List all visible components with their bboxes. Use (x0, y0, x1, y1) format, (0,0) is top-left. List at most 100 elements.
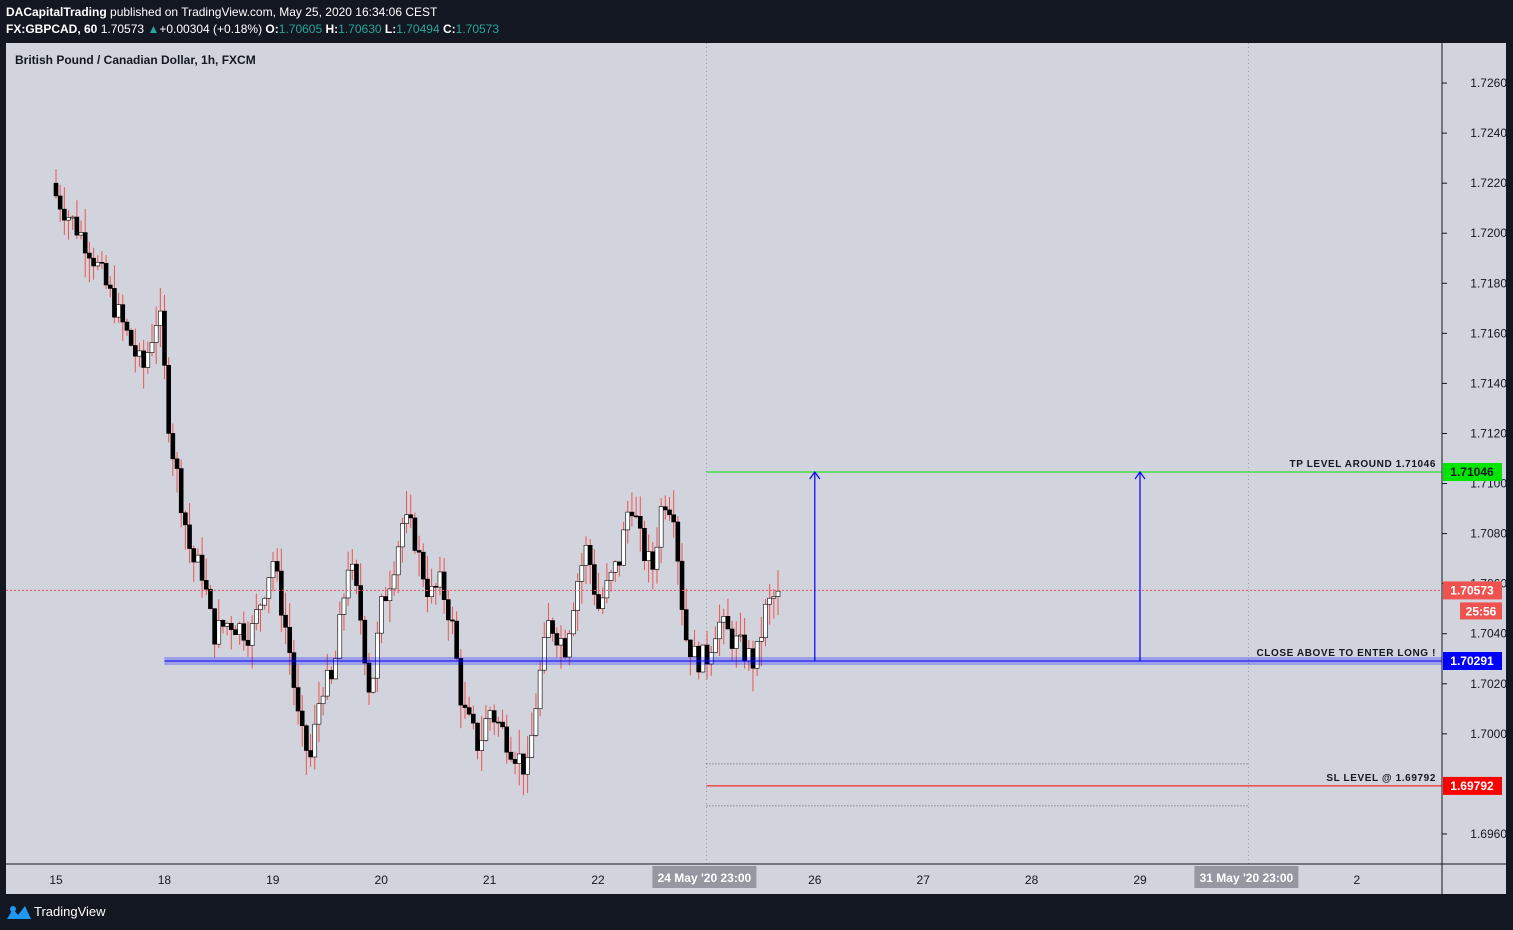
candle-body (370, 677, 376, 693)
grid-layer (705, 43, 1249, 864)
level-label: TP LEVEL AROUND 1.71046 (1290, 459, 1436, 470)
candle-body (433, 586, 439, 588)
candle-body (592, 564, 597, 595)
candle-body (350, 563, 355, 571)
candle-body (82, 232, 88, 254)
candle-body (567, 633, 572, 658)
time-marker-badge (1194, 866, 1299, 888)
candle-body (241, 623, 247, 641)
price-tick-label: 1.71200 (1470, 426, 1513, 440)
publisher-name[interactable]: DACapitalTrading (6, 5, 107, 19)
candle-body (299, 710, 305, 727)
candle-body (112, 288, 117, 318)
candle-body (471, 713, 476, 724)
candle-body (341, 597, 347, 615)
last-price-badge-label: 1.70573 (1450, 583, 1494, 597)
price-tick-label: 1.71400 (1470, 376, 1513, 390)
candle-body (717, 621, 722, 640)
candle-body (258, 604, 263, 611)
candle-body (617, 561, 622, 566)
price-tick-label: 1.70200 (1470, 677, 1513, 691)
chart-background (6, 43, 1506, 894)
candle-body (738, 634, 743, 637)
candle-body (688, 639, 693, 658)
candle-body (537, 669, 543, 710)
candle-body (362, 619, 368, 664)
candle-body (579, 565, 585, 582)
close-value: 1.70573 (455, 22, 500, 36)
candle-body (120, 304, 126, 323)
candle-body (274, 561, 280, 572)
tradingview-logo-icon[interactable] (6, 903, 32, 921)
candle-body (654, 546, 660, 570)
candle-body (642, 527, 647, 562)
candle-body (583, 545, 589, 566)
candle-body (262, 597, 267, 606)
candle-body (491, 710, 497, 723)
candle-body (725, 616, 731, 630)
symbol-interval[interactable]: FX:GBPCAD, 60 (6, 22, 98, 36)
candle-body (692, 645, 697, 658)
candle-body (683, 609, 689, 641)
tp-price-badge-label: 1.71046 (1450, 465, 1494, 479)
candle-body (441, 571, 447, 600)
candle-body (383, 596, 388, 602)
candle-body (608, 571, 614, 581)
candles-layer (53, 169, 781, 796)
candle-body (708, 652, 714, 665)
candle-body (199, 554, 205, 581)
candle-body (70, 216, 75, 219)
candle-body (203, 580, 209, 590)
candle-body (533, 708, 539, 736)
candle-body (650, 551, 656, 570)
candle-body (345, 569, 351, 599)
candle-body (279, 570, 284, 616)
entry-price-badge-label: 1.70291 (1450, 654, 1494, 668)
candle-body (266, 577, 272, 599)
close-label: C: (442, 22, 456, 36)
candle-body (337, 614, 343, 659)
candle-body (395, 546, 401, 576)
candle-body (78, 232, 84, 236)
open-value: 1.70605 (278, 22, 323, 36)
candle-body (512, 759, 518, 764)
candle-body (508, 751, 514, 760)
candle-body (412, 517, 418, 551)
price-tick-label: 1.72000 (1470, 226, 1513, 240)
candle-body (759, 637, 764, 642)
arrow-head (1134, 470, 1146, 480)
candle-body (500, 721, 505, 728)
candle-body (387, 588, 393, 602)
candle-body (721, 616, 727, 623)
candle-body (504, 726, 510, 753)
candle-body (366, 662, 372, 693)
candle-body (733, 635, 739, 649)
candle-body (99, 261, 105, 264)
candle-body (562, 638, 568, 658)
candle-body (658, 506, 664, 548)
level-label: CLOSE ABOVE TO ENTER LONG ! (1256, 648, 1436, 659)
candle-body (621, 529, 626, 566)
chart-title: British Pound / Canadian Dollar, 1h, FXC… (15, 53, 256, 67)
candle-body (445, 599, 451, 621)
tp-price-badge (1443, 463, 1502, 482)
candle-body (729, 628, 735, 649)
candle-body (145, 352, 151, 368)
price-axis[interactable]: 1.72600 1.72400 1.72200 1.72000 1.71800 1.716… (1442, 76, 1513, 841)
candle-body (124, 321, 130, 331)
candle-body (208, 588, 213, 609)
price-tick-label: 1.71800 (1470, 276, 1513, 290)
brand-name[interactable]: TradingView (34, 904, 106, 919)
candle-body (141, 350, 146, 368)
candle-body (587, 545, 593, 565)
candle-body (149, 342, 155, 353)
candle-body (375, 632, 380, 679)
open-label: O: (265, 22, 279, 36)
chart-canvas[interactable]: TP LEVEL AROUND 1.71046 CLOSE ABOVE TO EN… (0, 0, 1513, 895)
candle-body (571, 610, 576, 635)
candle-body (483, 718, 489, 741)
candle-body (212, 608, 217, 645)
candle-body (57, 195, 63, 210)
time-axis[interactable]: 1518192021222526272829Jun224 May '20 23:… (49, 866, 1360, 888)
candle-body (529, 734, 535, 758)
